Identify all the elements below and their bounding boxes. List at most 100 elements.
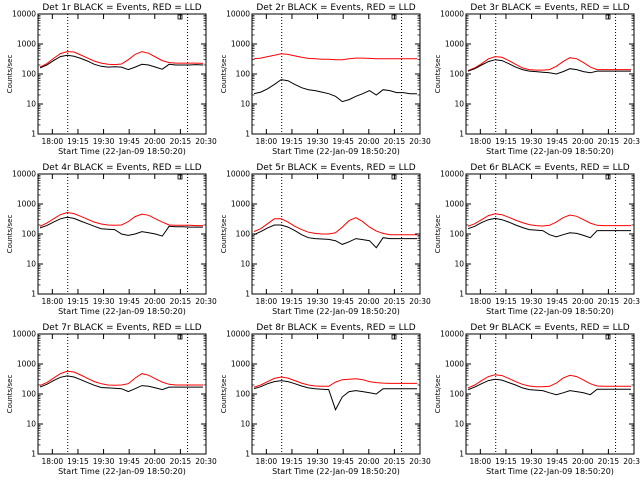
y-tick-label: 1 <box>31 450 36 459</box>
x-tick-label: 19:15 <box>281 137 303 146</box>
series-events-line <box>253 79 417 103</box>
y-axis-label: Counts/sec <box>6 375 14 414</box>
panel-5: Det 5r BLACK = Events, RED = LLD 1 10 100 10… <box>220 163 431 316</box>
y-tick-label: 1 <box>245 450 250 459</box>
x-tick-label: 18:00 <box>256 297 278 306</box>
y-tick-label: 10 <box>454 260 464 269</box>
x-tick-label: 18:00 <box>42 457 64 466</box>
series-events-line <box>253 224 417 249</box>
plot-frame <box>465 333 635 455</box>
y-tick-label: 1000 <box>231 360 250 369</box>
x-tick-label: 20:30 <box>409 297 431 306</box>
x-tick-label: 19:15 <box>495 297 517 306</box>
panel-7: Det 7r BLACK = Events, RED = LLD 1 10 100 10… <box>6 323 217 476</box>
y-tick-label: 1 <box>31 130 36 139</box>
x-tick-label: 19:30 <box>521 137 543 146</box>
x-tick-label: 19:45 <box>332 297 354 306</box>
series-lld-line <box>39 211 203 227</box>
panel-4: Det 4r BLACK = Events, RED = LLD 1 10 100 10… <box>6 163 217 316</box>
x-tick-label: 20:15 <box>170 297 192 306</box>
series-lld-line <box>39 370 203 387</box>
x-tick-label: 19:45 <box>546 457 568 466</box>
y-tick-label: 100 <box>22 390 37 399</box>
x-tick-label: 18:00 <box>42 297 64 306</box>
x-tick-label: 20:15 <box>384 137 406 146</box>
y-tick-label: 10 <box>26 100 36 109</box>
panel-title: Det 5r BLACK = Events, RED = LLD <box>256 163 415 173</box>
y-axis-label: Counts/sec <box>220 55 228 94</box>
y-tick-label: 100 <box>236 70 251 79</box>
y-axis-label: Counts/sec <box>6 215 14 254</box>
series-events-line <box>253 380 417 411</box>
x-axis-label: Start Time (22-Jan-09 18:50:20) <box>272 147 400 156</box>
x-tick-label: 20:15 <box>598 137 620 146</box>
y-tick-label: 10 <box>454 100 464 109</box>
x-tick-label: 19:15 <box>495 137 517 146</box>
x-tick-label: 19:30 <box>307 297 329 306</box>
plot-frame <box>251 333 421 455</box>
y-tick-label: 10 <box>26 260 36 269</box>
panel-8: Det 8r BLACK = Events, RED = LLD 1 10 100 10… <box>220 323 431 476</box>
x-tick-label: 20:15 <box>598 457 620 466</box>
panel-title: Det 2r BLACK = Events, RED = LLD <box>256 3 415 13</box>
y-tick-label: 10000 <box>226 170 250 179</box>
x-axis-label: Start Time (22-Jan-09 18:50:20) <box>486 467 614 476</box>
x-tick-label: 18:00 <box>470 137 492 146</box>
x-tick-label: 19:30 <box>521 297 543 306</box>
panel-title: Det 9r BLACK = Events, RED = LLD <box>470 323 629 333</box>
y-tick-label: 100 <box>450 70 465 79</box>
y-tick-label: 1000 <box>445 360 464 369</box>
plot-frame <box>251 173 421 295</box>
series-lld-line <box>253 217 417 236</box>
x-tick-label: 20:30 <box>195 137 217 146</box>
series-lld-line <box>467 56 631 72</box>
y-tick-label: 10000 <box>12 10 36 19</box>
panel-title: Det 4r BLACK = Events, RED = LLD <box>42 163 201 173</box>
y-tick-label: 10000 <box>440 330 464 339</box>
y-tick-label: 10000 <box>226 10 250 19</box>
panel-title: Det 3r BLACK = Events, RED = LLD <box>470 3 629 13</box>
x-tick-label: 19:30 <box>307 457 329 466</box>
x-tick-label: 19:45 <box>332 457 354 466</box>
x-tick-label: 19:30 <box>93 297 115 306</box>
panel-title: Det 7r BLACK = Events, RED = LLD <box>42 323 201 333</box>
x-tick-label: 20:15 <box>170 457 192 466</box>
y-tick-label: 1000 <box>231 40 250 49</box>
y-tick-label: 10 <box>240 420 250 429</box>
x-tick-label: 20:30 <box>623 297 640 306</box>
y-axis-label: Counts/sec <box>6 55 14 94</box>
panel-6: Det 6r BLACK = Events, RED = LLD 1 10 100 10… <box>434 163 640 316</box>
y-axis-label: Counts/sec <box>220 215 228 254</box>
y-tick-label: 1 <box>31 290 36 299</box>
y-tick-label: 10 <box>240 260 250 269</box>
x-tick-label: 20:00 <box>572 137 594 146</box>
plot-frame <box>37 333 207 455</box>
y-axis-label: Counts/sec <box>434 375 442 414</box>
x-tick-label: 20:15 <box>170 137 192 146</box>
y-axis-label: Counts/sec <box>434 215 442 254</box>
x-tick-label: 19:15 <box>67 457 89 466</box>
series-events-line <box>467 378 631 396</box>
panel-2: Det 2r BLACK = Events, RED = LLD 1 10 100 10… <box>220 3 431 156</box>
panel-title: Det 8r BLACK = Events, RED = LLD <box>256 323 415 333</box>
x-tick-label: 19:15 <box>67 137 89 146</box>
series-lld-line <box>467 213 631 227</box>
y-tick-label: 1000 <box>445 200 464 209</box>
series-events-line <box>39 375 203 393</box>
x-tick-label: 20:00 <box>572 297 594 306</box>
x-tick-label: 19:45 <box>118 457 140 466</box>
panel-title: Det 6r BLACK = Events, RED = LLD <box>470 163 629 173</box>
series-lld-line <box>39 51 204 68</box>
x-tick-label: 20:30 <box>195 297 217 306</box>
series-lld-line <box>253 53 417 61</box>
x-tick-label: 20:30 <box>623 137 640 146</box>
x-axis-label: Start Time (22-Jan-09 18:50:20) <box>58 467 186 476</box>
x-tick-label: 20:15 <box>384 457 406 466</box>
y-tick-label: 1000 <box>17 200 36 209</box>
y-axis-label: Counts/sec <box>434 55 442 94</box>
x-tick-label: 20:30 <box>623 457 640 466</box>
x-tick-label: 19:30 <box>93 137 115 146</box>
y-tick-label: 100 <box>22 70 37 79</box>
y-tick-label: 10000 <box>440 170 464 179</box>
